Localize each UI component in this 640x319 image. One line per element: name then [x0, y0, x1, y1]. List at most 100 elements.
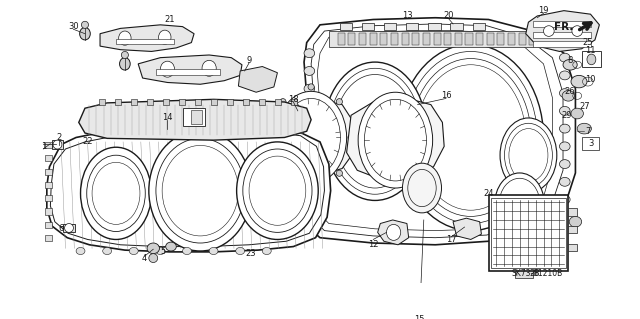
- Ellipse shape: [65, 224, 74, 232]
- Bar: [465, 33, 472, 45]
- Bar: [433, 33, 440, 45]
- Bar: [406, 23, 419, 30]
- Bar: [45, 168, 52, 175]
- Ellipse shape: [102, 248, 111, 255]
- Bar: [45, 222, 52, 228]
- Ellipse shape: [495, 173, 545, 235]
- Text: 16: 16: [440, 91, 451, 100]
- Ellipse shape: [559, 177, 570, 186]
- Bar: [497, 33, 504, 45]
- Bar: [362, 23, 374, 30]
- Text: 29: 29: [561, 111, 572, 120]
- Ellipse shape: [500, 118, 557, 192]
- Ellipse shape: [308, 185, 314, 191]
- Bar: [444, 33, 451, 45]
- Text: 20: 20: [444, 11, 454, 20]
- Text: 25: 25: [582, 38, 593, 47]
- Bar: [428, 23, 440, 30]
- Ellipse shape: [304, 137, 315, 146]
- Bar: [515, 271, 533, 278]
- Ellipse shape: [209, 248, 218, 255]
- Ellipse shape: [559, 124, 570, 133]
- Bar: [339, 23, 352, 30]
- Polygon shape: [100, 25, 194, 51]
- Bar: [348, 33, 355, 45]
- Ellipse shape: [304, 49, 315, 58]
- Text: 12: 12: [368, 240, 378, 249]
- Text: 1: 1: [41, 142, 46, 151]
- Bar: [195, 99, 201, 105]
- Ellipse shape: [559, 107, 570, 115]
- Bar: [182, 108, 205, 126]
- Bar: [338, 33, 345, 45]
- Ellipse shape: [280, 99, 286, 105]
- Polygon shape: [347, 98, 444, 179]
- Bar: [63, 224, 76, 232]
- Text: 9: 9: [246, 56, 252, 65]
- Bar: [275, 99, 281, 105]
- Bar: [568, 244, 577, 251]
- Bar: [359, 33, 366, 45]
- Bar: [370, 33, 377, 45]
- Bar: [451, 23, 463, 30]
- Bar: [116, 39, 173, 44]
- Ellipse shape: [237, 142, 318, 240]
- Ellipse shape: [268, 134, 275, 141]
- Bar: [259, 99, 265, 105]
- Ellipse shape: [304, 155, 315, 164]
- Bar: [529, 33, 536, 45]
- Ellipse shape: [236, 248, 244, 255]
- Text: 8: 8: [568, 56, 573, 65]
- Ellipse shape: [276, 91, 347, 184]
- Text: 5: 5: [161, 247, 166, 256]
- Ellipse shape: [182, 248, 191, 255]
- Polygon shape: [79, 99, 311, 140]
- Ellipse shape: [280, 170, 286, 176]
- Ellipse shape: [129, 248, 138, 255]
- Ellipse shape: [79, 27, 90, 40]
- Bar: [401, 33, 409, 45]
- Ellipse shape: [398, 44, 543, 231]
- Bar: [131, 99, 138, 105]
- Bar: [45, 142, 52, 148]
- Ellipse shape: [571, 108, 584, 119]
- Text: 3: 3: [589, 139, 594, 148]
- Ellipse shape: [569, 216, 582, 227]
- Ellipse shape: [202, 60, 216, 76]
- Text: 28: 28: [529, 269, 540, 278]
- Ellipse shape: [304, 191, 315, 200]
- Bar: [227, 99, 233, 105]
- Text: 23: 23: [246, 249, 256, 258]
- Text: 10: 10: [585, 75, 596, 84]
- Text: 11: 11: [585, 46, 596, 55]
- Ellipse shape: [304, 102, 315, 111]
- Ellipse shape: [147, 243, 159, 254]
- Ellipse shape: [81, 147, 152, 240]
- Ellipse shape: [403, 163, 442, 213]
- Bar: [384, 23, 396, 30]
- Bar: [487, 33, 494, 45]
- Bar: [533, 32, 591, 38]
- Ellipse shape: [571, 75, 587, 88]
- Bar: [156, 69, 220, 75]
- Text: 24: 24: [483, 189, 494, 198]
- Ellipse shape: [587, 54, 596, 65]
- Bar: [147, 99, 153, 105]
- Bar: [472, 23, 485, 30]
- Polygon shape: [304, 18, 575, 245]
- Polygon shape: [453, 218, 481, 240]
- Ellipse shape: [559, 89, 570, 98]
- Bar: [508, 33, 515, 45]
- Ellipse shape: [149, 130, 252, 251]
- Bar: [380, 33, 387, 45]
- Bar: [191, 110, 202, 124]
- Bar: [243, 99, 249, 105]
- Polygon shape: [47, 124, 331, 252]
- Ellipse shape: [336, 99, 342, 105]
- Ellipse shape: [122, 51, 129, 59]
- Bar: [52, 140, 63, 149]
- Bar: [45, 155, 52, 161]
- Bar: [423, 33, 430, 45]
- Text: 21: 21: [164, 15, 175, 24]
- Bar: [391, 33, 398, 45]
